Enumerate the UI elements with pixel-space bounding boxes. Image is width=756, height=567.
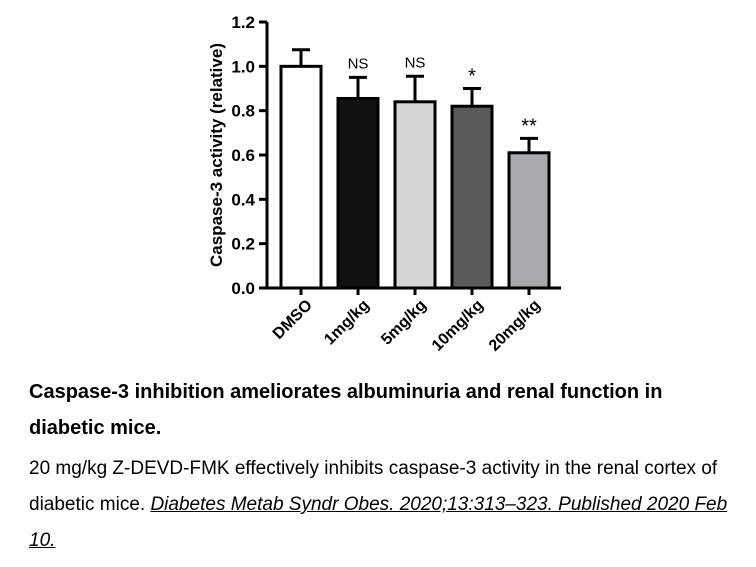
y-tick-label: 1.2: [231, 13, 255, 32]
significance-label: NS: [405, 54, 426, 71]
significance-label: NS: [348, 55, 369, 72]
caption-title: Caspase-3 inhibition ameliorates albumin…: [29, 381, 663, 439]
citation-link[interactable]: Diabetes Metab Syndr Obes. 2020;13:313–3…: [29, 494, 728, 551]
bars: NS NS***: [279, 48, 551, 290]
bar: [393, 100, 437, 290]
x-tick-label: 5mg/kg: [378, 297, 430, 349]
y-tick-label: 0.6: [231, 146, 255, 165]
significance-label: *: [468, 66, 476, 88]
significance-label: **: [521, 115, 537, 137]
x-tick-label: DMSO: [270, 297, 316, 343]
bar-chart: Caspase-3 activity (relative) 0.0 0.2 0.4 0…: [207, 13, 561, 355]
bar: [507, 151, 551, 290]
bar: [279, 64, 323, 290]
x-tick-label: 10mg/kg: [429, 297, 487, 355]
y-tick-label: 1.0: [231, 57, 255, 76]
bar: [336, 96, 380, 290]
y-tick-label: 0.2: [231, 235, 255, 254]
caption-text: 20 mg/kg Z-DEVD-FMK effectively inhibits…: [29, 458, 718, 515]
y-tick-label: 0.8: [231, 102, 255, 121]
caption-body: 20 mg/kg Z-DEVD-FMK effectively inhibits…: [29, 451, 749, 559]
x-tick-label: 20mg/kg: [486, 297, 544, 355]
y-tick-label: 0.4: [231, 190, 255, 209]
bar: [450, 104, 494, 290]
y-axis-label: Caspase-3 activity (relative): [207, 43, 226, 267]
x-tick-label: 1mg/kg: [321, 297, 373, 349]
y-tick-label: 0.0: [231, 279, 255, 298]
